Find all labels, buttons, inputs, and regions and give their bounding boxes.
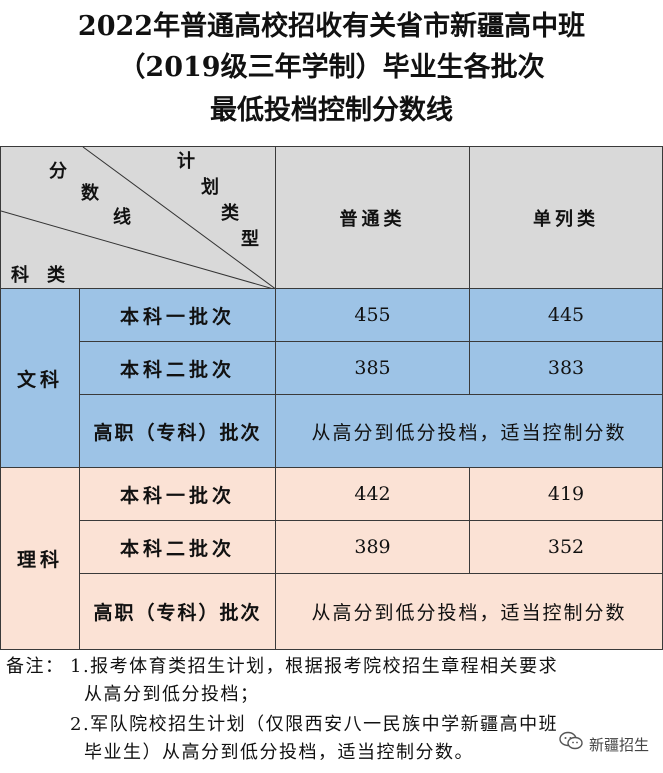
batch-label: 本科一批次 [79,467,276,521]
note-1-line-2: 从高分到低分投档； [84,684,260,705]
score-cell: 389 [275,520,470,574]
score-cell: 455 [275,288,470,342]
notes-section: 备注： 1.报考体育类招生计划，根据报考院校招生章程相关要求 从高分到低分投档；… [0,650,663,773]
score-cell: 385 [275,341,470,395]
diag-plan-char: 划 [201,177,219,198]
title-line-1: 2022年普通高校招收有关省市新疆高中班 [77,11,586,42]
batch-label: 本科二批次 [79,341,276,395]
diag-subject-label: 科 类 [11,265,65,286]
diagonal-header-cell: 分 数 线 计 划 类 型 科 类 [0,146,277,290]
note-1-line-1: 1.报考体育类招生计划，根据报考院校招生章程相关要求 [70,656,559,677]
diag-score-char: 线 [113,207,131,228]
batch-label: 高职（专科）批次 [79,394,276,468]
wechat-icon [559,731,583,759]
merged-policy-cell: 从高分到低分投档，适当控制分数 [275,573,663,650]
diag-score-char: 分 [49,161,67,182]
score-cell: 442 [275,467,470,521]
diag-plan-char: 类 [221,203,239,224]
diag-plan-char: 计 [177,151,195,172]
col-header-separate: 单列类 [469,146,663,289]
batch-label: 本科一批次 [79,288,276,342]
watermark-text: 新疆招生 [588,736,649,754]
score-cell: 383 [469,341,663,395]
diagonal-lines [1,147,277,290]
section-label-science: 理科 [0,467,80,650]
note-2-line-1: 2.军队院校招生计划（仅限西安八一民族中学新疆高中班 [70,714,559,735]
diag-plan-char: 型 [241,229,259,250]
notes-label: 备注： [6,656,65,677]
note-2-line-2: 毕业生）从高分到低分投档，适当控制分数。 [84,742,474,763]
score-cell: 445 [469,288,663,342]
batch-label: 本科二批次 [79,520,276,574]
watermark: 新疆招生 [559,731,649,759]
batch-label: 高职（专科）批次 [79,573,276,650]
col-header-regular: 普通类 [275,146,470,289]
section-label-liberal-arts: 文科 [0,288,80,468]
merged-policy-cell: 从高分到低分投档，适当控制分数 [275,394,663,468]
diag-score-char: 数 [81,183,99,204]
score-cell: 352 [469,520,663,574]
title-line-2: （2019级三年学制）毕业生各批次 [118,52,545,83]
title-line-3: 最低投档控制分数线 [210,95,453,126]
score-cell: 419 [469,467,663,521]
